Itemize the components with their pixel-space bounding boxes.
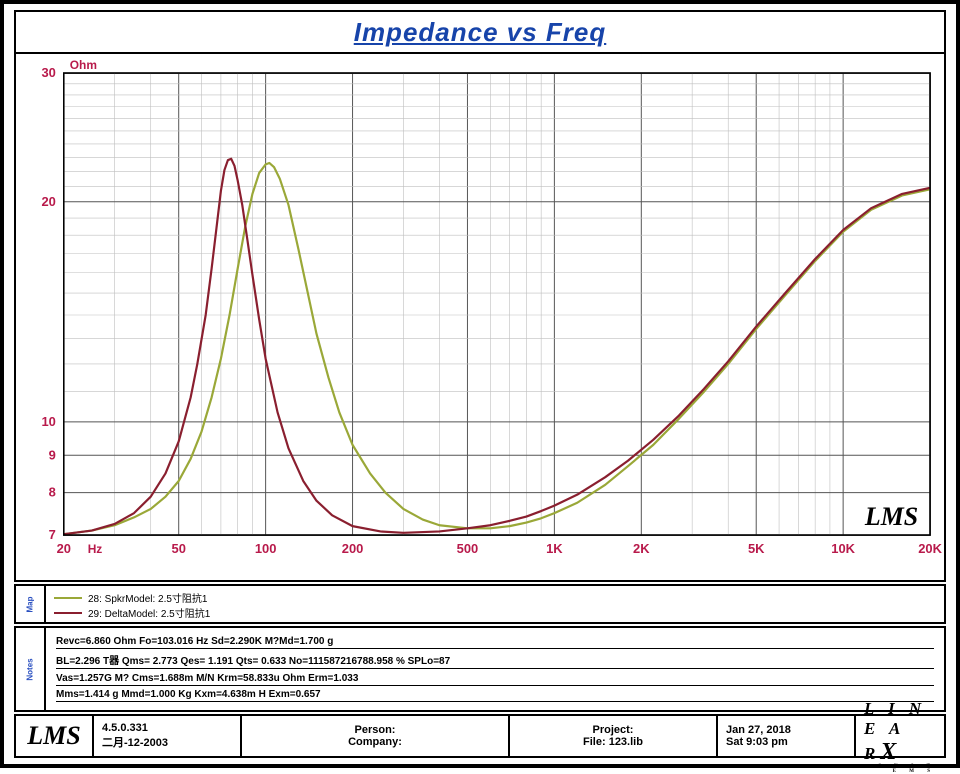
- impedance-chart: 20 50 100 200 500 1K 2K 5K 10K 20K 7 8 9 10 20 30 Ohm Hz L…: [16, 54, 944, 580]
- svg-text:50: 50: [172, 541, 186, 556]
- notes-section: Notes Revc=6.860 Ohm Fo=103.016 Hz Sd=2.…: [14, 626, 946, 712]
- note-line: BL=2.296 T器 Qms= 2.773 Qes= 1.191 Qts= 0…: [56, 652, 934, 669]
- svg-text:5K: 5K: [748, 541, 765, 556]
- svg-text:Hz: Hz: [88, 542, 103, 556]
- footer-version: 4.5.0.331: [102, 722, 232, 734]
- svg-text:20: 20: [41, 194, 55, 209]
- footer-logo-cell: LMS: [16, 716, 94, 756]
- note-line: Vas=1.257G M? Cms=1.688m M/N Krm=58.833u…: [56, 673, 934, 686]
- note-line: Mms=1.414 g Mmd=1.000 Kg Kxm=4.638m H Ex…: [56, 689, 934, 702]
- lms-logo: LMS: [27, 721, 80, 751]
- svg-text:Ohm: Ohm: [70, 58, 97, 72]
- footer-project-cell: Project: File: 123.lib: [510, 716, 718, 756]
- svg-text:20K: 20K: [918, 541, 942, 556]
- footer-time2: Sat 9:03 pm: [726, 736, 846, 748]
- svg-text:LMS: LMS: [864, 502, 918, 531]
- svg-text:1K: 1K: [546, 541, 563, 556]
- svg-text:9: 9: [49, 447, 56, 462]
- svg-text:10K: 10K: [831, 541, 855, 556]
- footer-date2: Jan 27, 2018: [726, 724, 846, 736]
- legend-tab-label: Map: [26, 596, 35, 612]
- note-line: Revc=6.860 Ohm Fo=103.016 Hz Sd=2.290K M…: [56, 636, 934, 649]
- title-bar: Impedance vs Freq: [14, 10, 946, 54]
- notes-tab-label: Notes: [25, 658, 34, 680]
- footer-brand-cell: L I N E A RX S Y S T E M S: [856, 716, 944, 756]
- svg-text:2K: 2K: [633, 541, 650, 556]
- legend-line: [54, 597, 82, 599]
- svg-text:30: 30: [41, 65, 55, 80]
- legend-item: 28: SpkrModel: 2.5寸阻抗1: [54, 590, 936, 605]
- linearx-sub: S Y S T E M S: [864, 764, 936, 774]
- footer-person: Person:: [355, 724, 396, 736]
- legend-label: 28: SpkrModel: 2.5寸阻抗1: [88, 590, 208, 605]
- legend-section: Map 28: SpkrModel: 2.5寸阻抗129: DeltaModel…: [14, 584, 946, 624]
- page-frame: Impedance vs Freq 20 50 100 200 500 1K 2K 5K 10K…: [0, 0, 960, 768]
- legend-label: 29: DeltaModel: 2.5寸阻抗1: [88, 605, 210, 620]
- footer-person-cell: Person: Company:: [242, 716, 510, 756]
- svg-text:200: 200: [342, 541, 364, 556]
- legend-body: 28: SpkrModel: 2.5寸阻抗129: DeltaModel: 2.…: [46, 586, 944, 622]
- notes-tab: Notes: [16, 628, 46, 710]
- footer: LMS 4.5.0.331 二月-12-2003 Person: Company…: [14, 714, 946, 758]
- footer-project: Project:: [593, 724, 634, 736]
- footer-version-cell: 4.5.0.331 二月-12-2003: [94, 716, 242, 756]
- legend-line: [54, 612, 82, 614]
- footer-date1: 二月-12-2003: [102, 734, 232, 750]
- chart-title: Impedance vs Freq: [354, 17, 607, 47]
- footer-company: Company:: [348, 736, 402, 748]
- svg-text:10: 10: [41, 414, 55, 429]
- svg-text:20: 20: [57, 541, 71, 556]
- svg-text:500: 500: [457, 541, 479, 556]
- footer-file: File: 123.lib: [583, 736, 643, 748]
- svg-text:7: 7: [49, 527, 56, 542]
- svg-text:100: 100: [255, 541, 277, 556]
- linearx-logo: L I N E A RX S Y S T E M S: [864, 699, 936, 774]
- plot-area: 20 50 100 200 500 1K 2K 5K 10K 20K 7 8 9 10 20 30 Ohm Hz L…: [14, 52, 946, 582]
- legend-tab: Map: [16, 586, 46, 622]
- notes-body: Revc=6.860 Ohm Fo=103.016 Hz Sd=2.290K M…: [46, 628, 944, 710]
- svg-text:8: 8: [49, 485, 56, 500]
- legend-item: 29: DeltaModel: 2.5寸阻抗1: [54, 605, 936, 620]
- footer-timestamp-cell: Jan 27, 2018 Sat 9:03 pm: [718, 716, 856, 756]
